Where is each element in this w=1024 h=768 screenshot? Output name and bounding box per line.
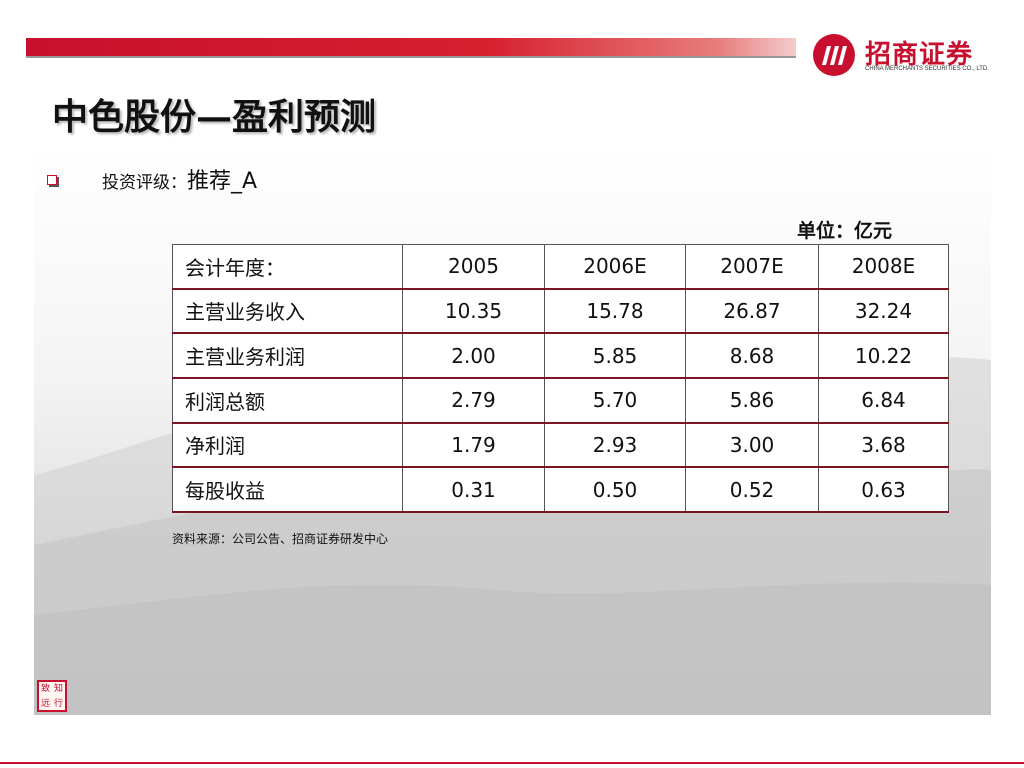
table-header-row: 会计年度： 2005 2006E 2007E 2008E xyxy=(172,243,949,290)
row-label: 主营业务收入 xyxy=(172,288,403,335)
table-row: 主营业务收入 10.35 15.78 26.87 32.24 xyxy=(172,288,949,335)
rating-label: 投资评级： xyxy=(102,173,187,193)
row-label: 净利润 xyxy=(172,422,403,469)
logo-stripes-icon xyxy=(822,46,847,65)
source-note: 资料来源：公司公告、招商证券研发中心 xyxy=(172,532,389,546)
column-header: 2005 xyxy=(402,243,545,290)
header-red-bar xyxy=(26,38,796,56)
table-cell: 3.00 xyxy=(685,422,819,469)
table-cell: 8.68 xyxy=(685,332,819,379)
table-cell: 5.85 xyxy=(544,332,686,379)
column-header: 2006E xyxy=(544,243,686,290)
unit-label: 单位：亿元 xyxy=(796,220,892,242)
table-cell: 5.70 xyxy=(544,377,686,424)
table-cell: 32.24 xyxy=(818,288,949,335)
table-cell: 26.87 xyxy=(685,288,819,335)
brand-logo: 招商证券 CHINA MERCHANTS SECURITIES CO., LTD… xyxy=(805,22,1000,82)
table-cell: 2.00 xyxy=(402,332,545,379)
table-row: 每股收益 0.31 0.50 0.52 0.63 xyxy=(172,466,949,513)
table-cell: 10.35 xyxy=(402,288,545,335)
footer-red-line xyxy=(0,762,1024,764)
table-cell: 2.93 xyxy=(544,422,686,469)
seal-char: 知 xyxy=(53,684,63,694)
seal-char: 致 xyxy=(40,684,50,694)
table-cell: 2.79 xyxy=(402,377,545,424)
table-cell: 0.50 xyxy=(544,466,686,513)
table-cell: 3.68 xyxy=(818,422,949,469)
column-header: 会计年度： xyxy=(172,243,403,290)
table-cell: 6.84 xyxy=(818,377,949,424)
table-cell: 5.86 xyxy=(685,377,819,424)
row-label: 主营业务利润 xyxy=(172,332,403,379)
table-row: 利润总额 2.79 5.70 5.86 6.84 xyxy=(172,377,949,424)
page-title: 中色股份—盈利预测 xyxy=(52,96,377,138)
earnings-forecast-table: 会计年度： 2005 2006E 2007E 2008E 主营业务收入 10.3… xyxy=(172,243,949,513)
bullet-square-icon xyxy=(47,175,57,185)
header-divider xyxy=(26,56,796,58)
table-cell: 0.31 xyxy=(402,466,545,513)
red-seal-icon: 致 知 远 行 xyxy=(37,680,67,712)
table-cell: 1.79 xyxy=(402,422,545,469)
brand-subtitle: CHINA MERCHANTS SECURITIES CO., LTD. xyxy=(865,66,989,72)
seal-char: 远 xyxy=(40,699,50,709)
investment-rating: 投资评级：推荐_A xyxy=(102,163,257,195)
table-cell: 0.63 xyxy=(818,466,949,513)
table-row: 主营业务利润 2.00 5.85 8.68 10.22 xyxy=(172,332,949,379)
table-cell: 0.52 xyxy=(685,466,819,513)
row-label: 利润总额 xyxy=(172,377,403,424)
brand-name: 招商证券 xyxy=(865,40,974,70)
rating-value: 推荐_A xyxy=(187,169,258,194)
seal-char: 行 xyxy=(53,699,63,709)
column-header: 2007E xyxy=(685,243,819,290)
column-header: 2008E xyxy=(818,243,949,290)
table-cell: 15.78 xyxy=(544,288,686,335)
table-row: 净利润 1.79 2.93 3.00 3.68 xyxy=(172,422,949,469)
logo-mark-icon xyxy=(813,34,855,76)
row-label: 每股收益 xyxy=(172,466,403,513)
table-cell: 10.22 xyxy=(818,332,949,379)
